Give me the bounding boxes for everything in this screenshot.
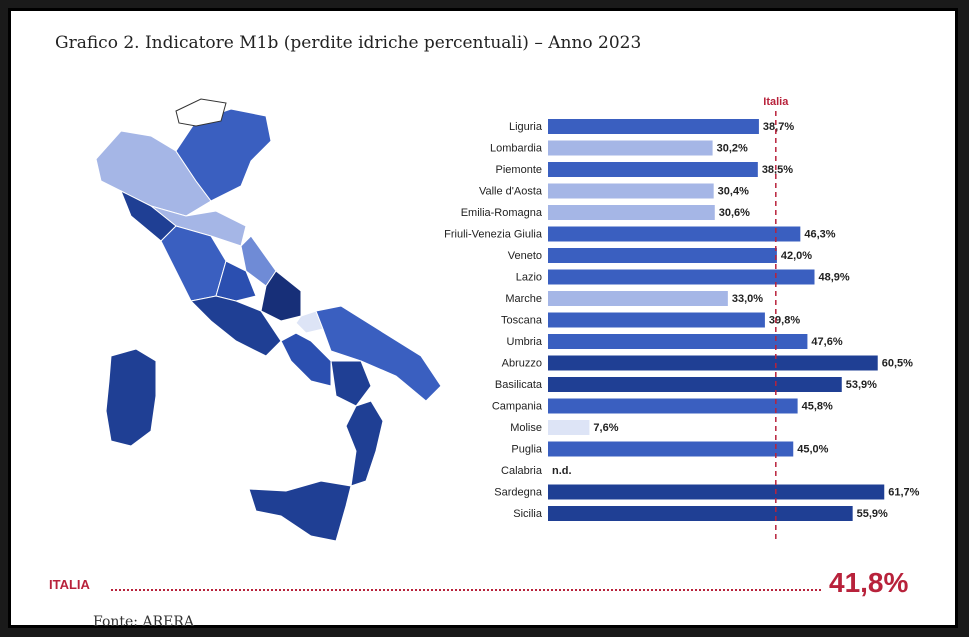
value-label: 30,6% (719, 207, 750, 219)
bar (548, 484, 885, 500)
italia-total-value: 41,8% (829, 567, 909, 598)
map-region-trentino (175, 98, 227, 127)
bar (548, 140, 713, 156)
map-region-campania (280, 332, 332, 387)
category-label: Veneto (508, 250, 542, 262)
source-note: Fonte: ARERA (93, 614, 194, 630)
italy-map (95, 98, 442, 542)
map-region-basilicata (330, 360, 372, 407)
italia-total-leader (111, 589, 821, 591)
value-label: 55,9% (857, 508, 888, 520)
reference-line-label: Italia (763, 96, 789, 108)
value-label: 38,7% (763, 121, 794, 133)
value-label: 38,5% (762, 164, 793, 176)
bar (548, 506, 853, 521)
category-label: Valle d'Aosta (479, 186, 543, 198)
value-label: 39,8% (769, 315, 800, 327)
bar (548, 377, 842, 392)
value-label: 46,3% (804, 229, 835, 241)
bar-chart: Liguria 38,7% Lombardia 30,2% Piemonte 38,5% V… (444, 96, 920, 541)
map-regions (95, 98, 442, 542)
bar (548, 248, 777, 263)
value-label: n.d. (552, 465, 572, 477)
value-label: 30,4% (718, 186, 749, 198)
value-label: 30,2% (717, 143, 748, 155)
value-label: 45,8% (802, 401, 833, 413)
bar (548, 226, 801, 242)
map-region-puglia (315, 305, 442, 402)
value-label: 7,6% (593, 422, 618, 434)
chart-frame: Grafico 2. Indicatore M1b (perdite idric… (8, 8, 958, 630)
bars-layer: Liguria 38,7% Lombardia 30,2% Piemonte 38,5% V… (444, 119, 920, 521)
category-label: Molise (510, 422, 542, 434)
category-label: Emilia-Romagna (461, 207, 543, 219)
value-label: 53,9% (846, 379, 877, 391)
value-label: 60,5% (882, 358, 913, 370)
map-region-sardinia (105, 348, 157, 447)
bar (548, 441, 794, 457)
category-label: Calabria (501, 465, 543, 477)
bar (548, 420, 590, 435)
map-region-molise (295, 310, 324, 334)
value-label: 42,0% (781, 250, 812, 262)
category-label: Sicilia (513, 508, 543, 520)
bar (548, 355, 878, 371)
category-label: Toscana (501, 315, 543, 327)
map-region-umbria (215, 260, 257, 302)
bar (548, 162, 758, 177)
bar (548, 269, 815, 285)
category-label: Lombardia (490, 143, 543, 155)
bar (548, 119, 759, 134)
bar (548, 312, 765, 328)
chart-title: Grafico 2. Indicatore M1b (perdite idric… (55, 33, 642, 53)
italia-total-label: ITALIA (49, 577, 90, 592)
value-label: 47,6% (811, 336, 842, 348)
value-label: 33,0% (732, 293, 763, 305)
value-label: 48,9% (819, 272, 850, 284)
category-label: Basilicata (495, 379, 543, 391)
bar (548, 205, 715, 220)
category-label: Puglia (511, 444, 542, 456)
category-label: Umbria (507, 336, 543, 348)
category-label: Marche (505, 293, 542, 305)
map-region-calabria (345, 400, 384, 487)
value-label: 61,7% (888, 487, 919, 499)
map-region-sicily (248, 480, 352, 542)
category-label: Piemonte (496, 164, 542, 176)
category-label: Liguria (509, 121, 543, 133)
bar (548, 291, 728, 306)
category-label: Campania (492, 401, 543, 413)
category-label: Friuli-Venezia Giulia (444, 229, 543, 241)
bar (548, 183, 714, 199)
value-label: 45,0% (797, 444, 828, 456)
category-label: Abruzzo (502, 358, 542, 370)
bar (548, 398, 798, 414)
category-label: Lazio (516, 272, 542, 284)
category-label: Sardegna (494, 487, 543, 499)
bar (548, 334, 808, 349)
